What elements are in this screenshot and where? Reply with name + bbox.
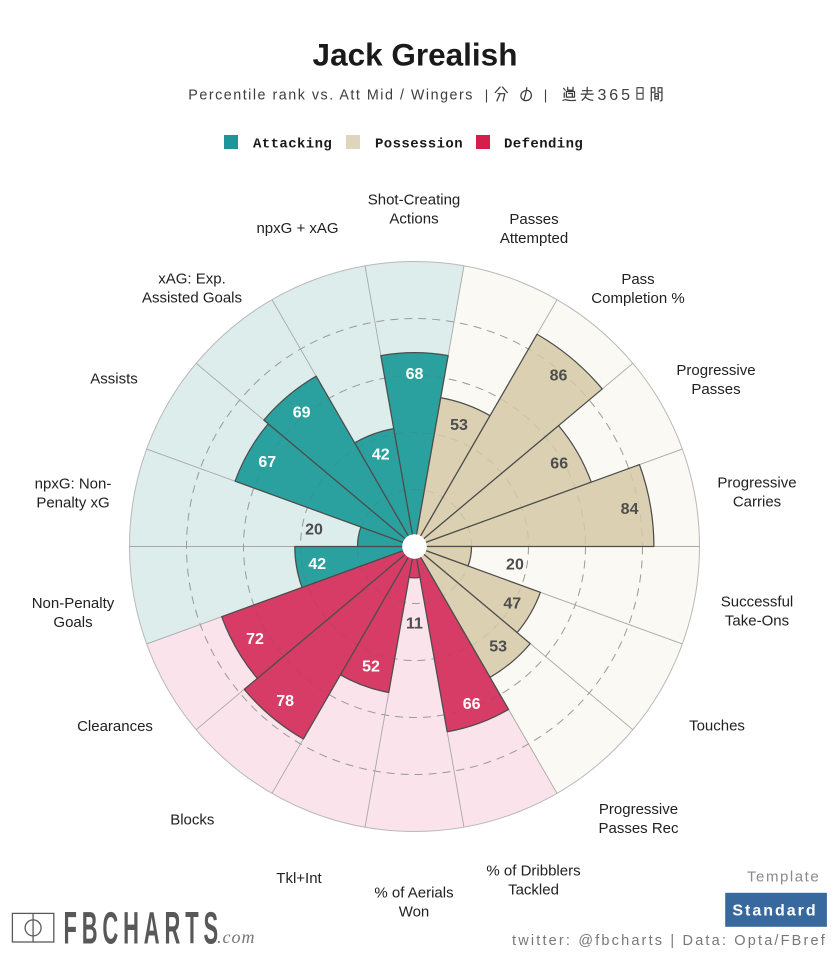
svg-text:53: 53 (489, 639, 507, 656)
svg-text:Actions: Actions (389, 211, 438, 228)
svg-text:twitter: @fbcharts | Data: Opt: twitter: @fbcharts | Data: Opta/FBref (512, 933, 826, 949)
svg-text:42: 42 (308, 556, 326, 573)
svg-text:.com: .com (217, 927, 256, 947)
svg-text:npxG + xAG: npxG + xAG (256, 220, 338, 237)
svg-text:Carries: Carries (733, 494, 781, 511)
svg-text:66: 66 (550, 455, 568, 472)
svg-text:FBCHARTS: FBCHARTS (64, 904, 223, 954)
svg-text:Template: Template (747, 869, 820, 886)
svg-text:Penalty xG: Penalty xG (36, 495, 109, 512)
svg-text:Passes: Passes (509, 211, 558, 228)
svg-text:69: 69 (293, 404, 311, 421)
svg-text:Assists: Assists (90, 371, 138, 388)
svg-text:52: 52 (362, 659, 380, 676)
svg-text:Touches: Touches (689, 718, 745, 735)
svg-text:365: 365 (598, 87, 633, 104)
svg-text:Percentile rank vs. Att Mid /: Percentile rank vs. Att Mid / Wingers (188, 88, 473, 104)
svg-text:Blocks: Blocks (170, 812, 214, 829)
svg-text:% of Aerials: % of Aerials (374, 885, 453, 902)
svg-text:Goals: Goals (53, 614, 92, 631)
svg-text:Tackled: Tackled (508, 882, 559, 899)
svg-text:Progressive: Progressive (676, 362, 755, 379)
svg-text:53: 53 (450, 417, 468, 434)
svg-text:Assisted Goals: Assisted Goals (142, 290, 242, 307)
svg-text:npxG: Non-: npxG: Non- (35, 476, 112, 493)
svg-text:Progressive: Progressive (599, 801, 678, 818)
svg-text:Standard: Standard (732, 903, 817, 920)
svg-text:|: | (544, 88, 548, 103)
svg-text:20: 20 (305, 521, 323, 538)
svg-text:84: 84 (621, 501, 639, 518)
svg-text:Attempted: Attempted (500, 230, 568, 247)
svg-text:Possession: Possession (375, 137, 463, 153)
svg-text:11: 11 (406, 615, 423, 632)
svg-text:67: 67 (258, 454, 276, 471)
svg-text:Pass: Pass (621, 271, 654, 288)
svg-text:20: 20 (506, 557, 524, 574)
svg-text:xAG: Exp.: xAG: Exp. (158, 271, 226, 288)
svg-text:78: 78 (276, 693, 294, 710)
svg-text:72: 72 (246, 631, 264, 648)
svg-text:Shot-Creating: Shot-Creating (368, 191, 461, 208)
svg-text:Defending: Defending (504, 137, 583, 153)
svg-text:42: 42 (372, 446, 390, 463)
svg-text:Won: Won (399, 904, 430, 921)
svg-text:Passes Rec: Passes Rec (598, 820, 679, 837)
svg-text:Tkl+Int: Tkl+Int (276, 870, 322, 887)
svg-text:Non-Penalty: Non-Penalty (32, 595, 115, 612)
svg-text:Jack Grealish: Jack Grealish (313, 37, 518, 73)
svg-text:Passes: Passes (691, 381, 740, 398)
svg-text:47: 47 (503, 595, 521, 612)
svg-text:Successful: Successful (721, 594, 794, 611)
svg-text:Completion %: Completion % (591, 290, 684, 307)
svg-text:Take-Ons: Take-Ons (725, 613, 789, 630)
svg-text:66: 66 (463, 696, 481, 713)
svg-text:86: 86 (550, 367, 568, 384)
svg-text:|: | (485, 88, 489, 103)
svg-text:% of Dribblers: % of Dribblers (486, 863, 580, 880)
svg-text:68: 68 (406, 366, 424, 383)
svg-text:Clearances: Clearances (77, 718, 153, 735)
svg-text:Progressive: Progressive (717, 475, 796, 492)
svg-text:Attacking: Attacking (253, 137, 332, 153)
